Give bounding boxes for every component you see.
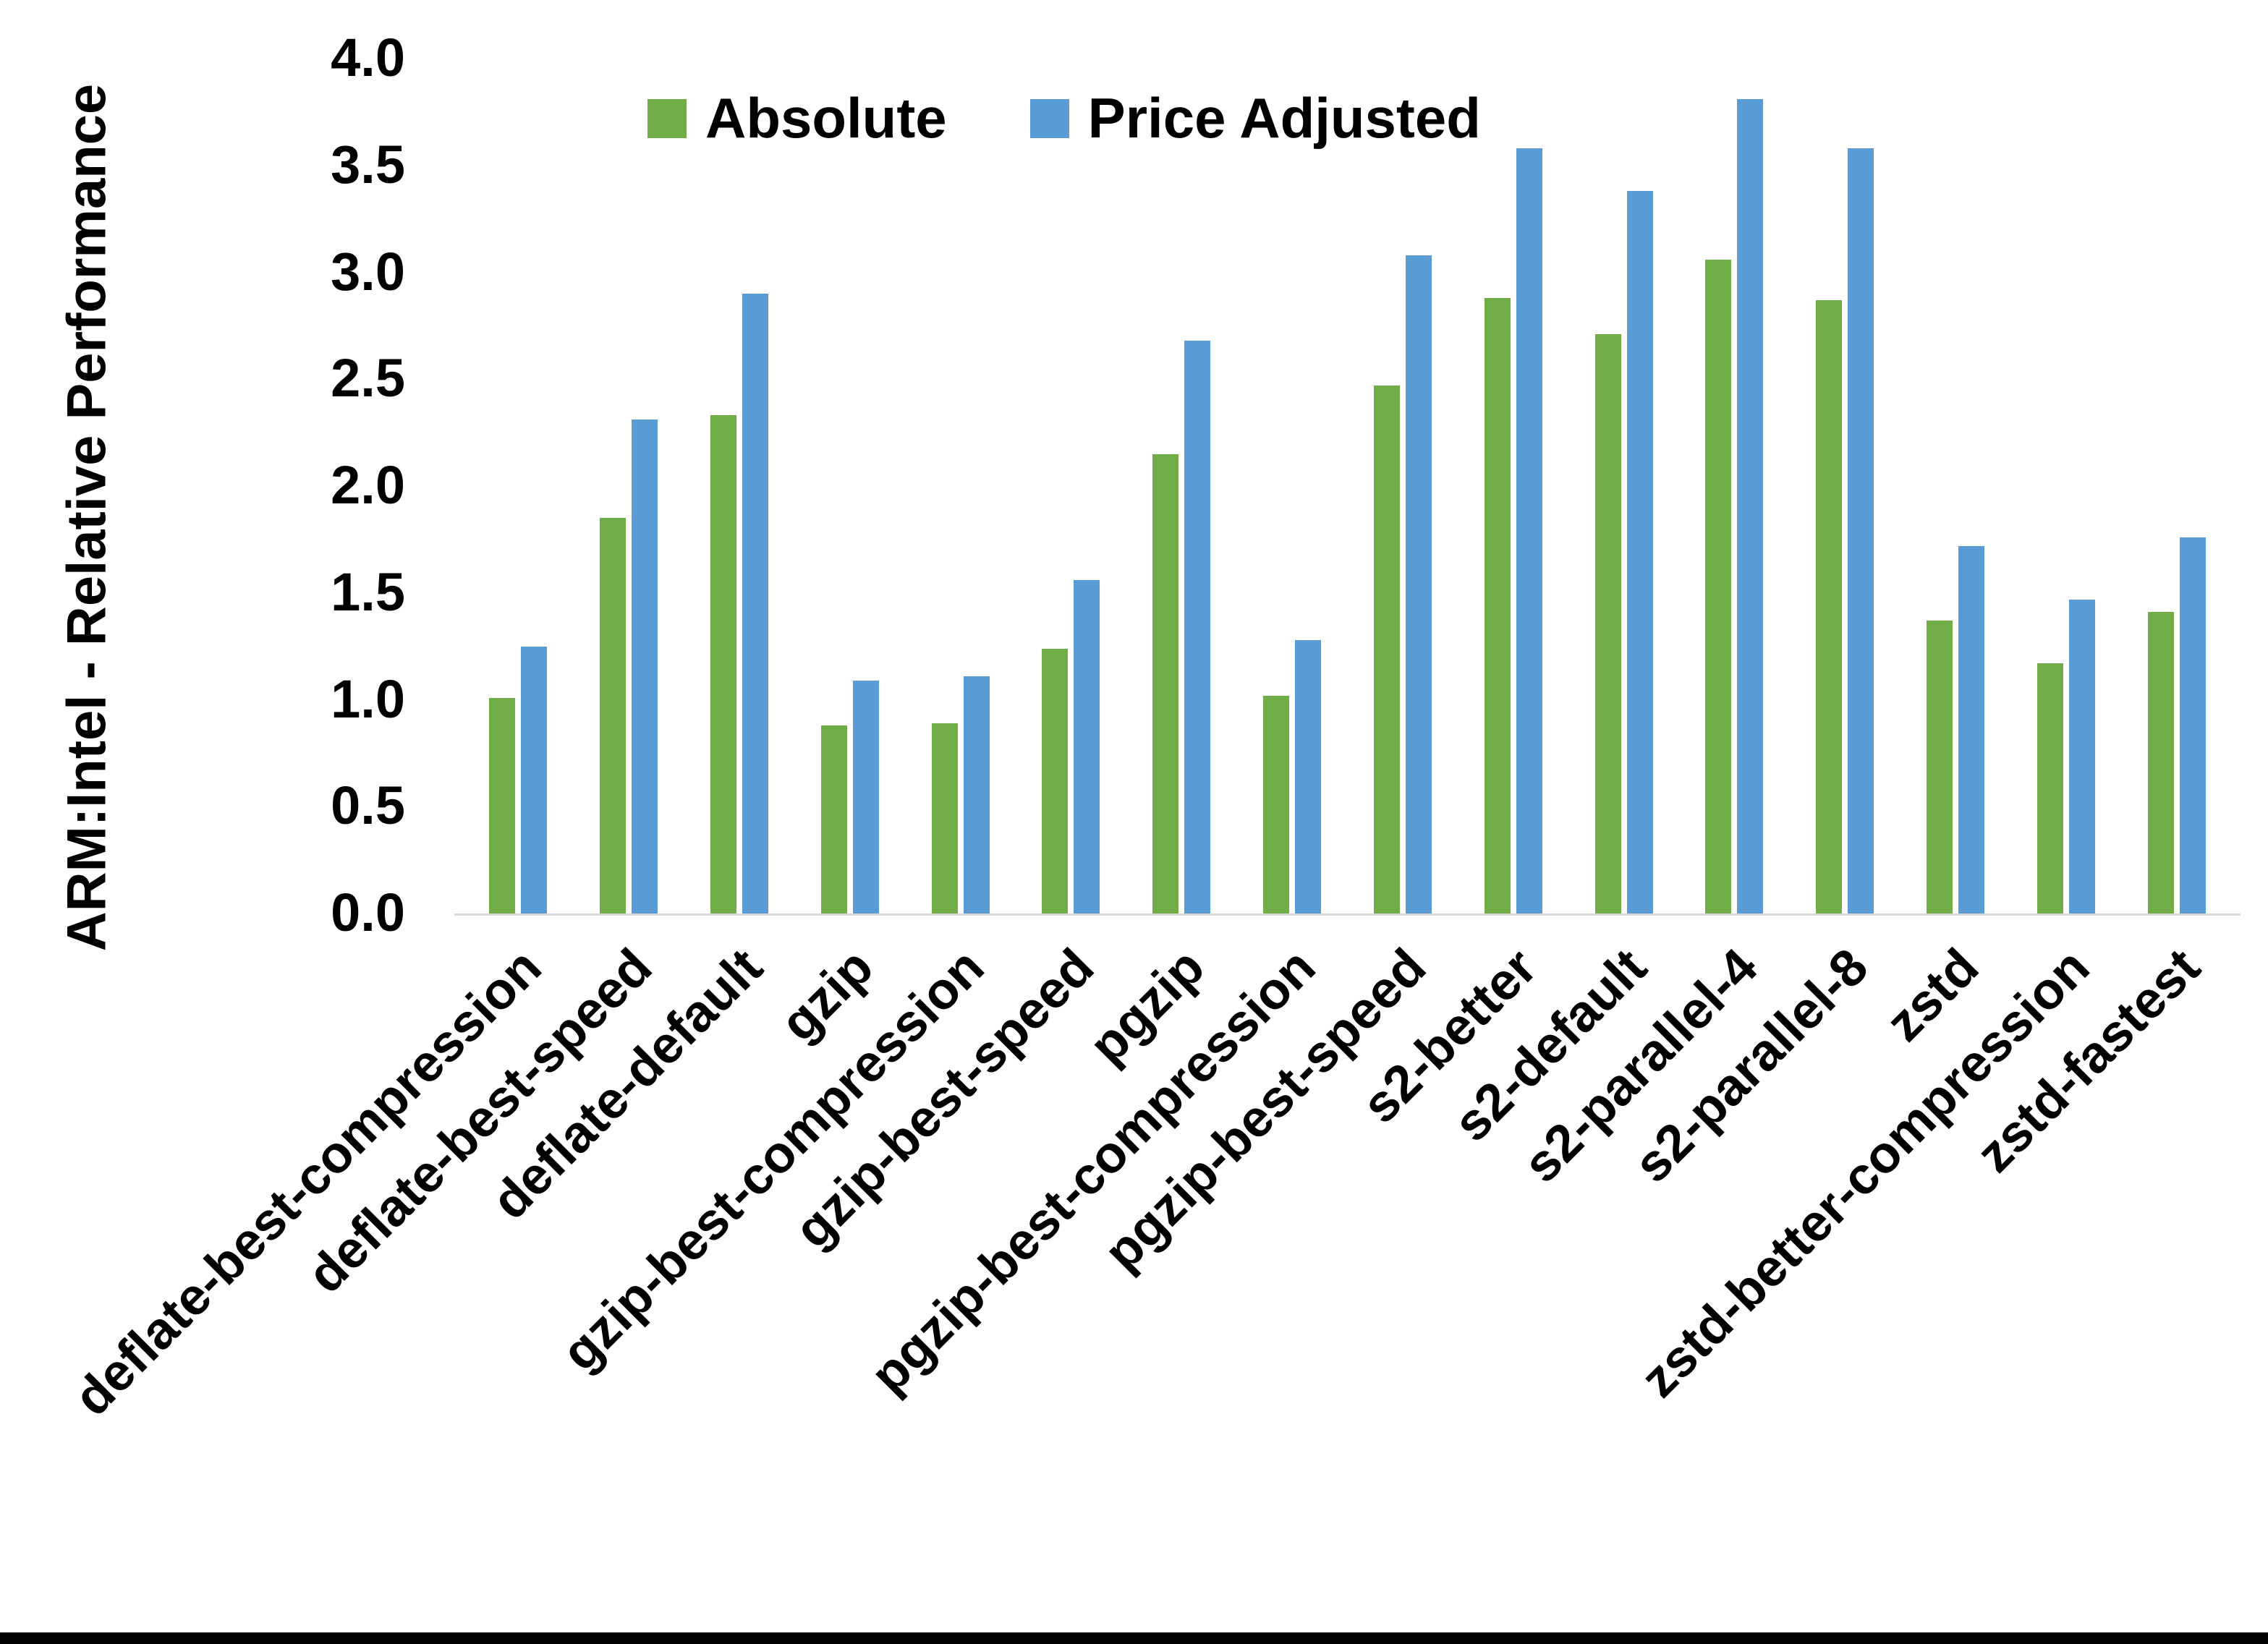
bar-absolute bbox=[1042, 648, 1069, 913]
bar-absolute bbox=[1152, 453, 1179, 913]
bar-absolute bbox=[710, 415, 737, 913]
legend-label-absolute: Absolute bbox=[705, 86, 947, 150]
bar-price-adjusted bbox=[963, 676, 990, 913]
bar-price-adjusted bbox=[1958, 545, 1984, 913]
y-tick-label: 1.0 bbox=[331, 668, 405, 729]
bar-absolute bbox=[1594, 334, 1621, 913]
bar-price-adjusted bbox=[2068, 599, 2095, 913]
bar-absolute bbox=[1373, 386, 1400, 913]
bar-price-adjusted bbox=[1626, 191, 1653, 913]
bar-price-adjusted bbox=[852, 680, 879, 913]
bar-absolute bbox=[1263, 695, 1290, 913]
bar-absolute bbox=[600, 518, 627, 913]
y-tick-label: 4.0 bbox=[331, 27, 405, 88]
x-axis-label: deflate-best-compression bbox=[63, 937, 553, 1427]
bar-absolute bbox=[820, 725, 847, 913]
bar-price-adjusted bbox=[742, 294, 769, 913]
legend: Absolute Price Adjusted bbox=[647, 85, 1481, 151]
y-tick-label: 2.5 bbox=[331, 348, 405, 409]
bar-absolute bbox=[2036, 663, 2063, 913]
bar-price-adjusted bbox=[1074, 580, 1100, 913]
bar-price-adjusted bbox=[632, 419, 658, 913]
bar-absolute bbox=[931, 723, 958, 913]
bar-absolute bbox=[489, 697, 516, 913]
legend-swatch-price-adjusted-icon bbox=[1029, 98, 1069, 138]
bar-price-adjusted bbox=[521, 646, 548, 913]
bottom-border-strip bbox=[0, 1632, 2268, 1644]
bar-price-adjusted bbox=[1848, 148, 1874, 913]
bar-absolute bbox=[1705, 259, 1732, 913]
y-tick-label: 2.0 bbox=[331, 454, 405, 515]
bar-price-adjusted bbox=[1405, 255, 1432, 913]
y-tick-label: 1.5 bbox=[331, 561, 405, 622]
y-axis-title: ARM:Intel - Relative Performance bbox=[56, 83, 118, 952]
legend-item-price-adjusted: Price Adjusted bbox=[1029, 85, 1481, 151]
bar-absolute bbox=[1816, 299, 1843, 913]
legend-label-price-adjusted: Price Adjusted bbox=[1087, 86, 1481, 150]
bar-price-adjusted bbox=[1516, 148, 1542, 913]
x-axis-line bbox=[454, 913, 2241, 916]
bar-absolute bbox=[1926, 621, 1953, 913]
bar-price-adjusted bbox=[1295, 639, 1322, 913]
y-tick-label: 0.5 bbox=[331, 775, 405, 836]
bar-absolute bbox=[1484, 297, 1511, 913]
bar-price-adjusted bbox=[1737, 99, 1764, 913]
legend-item-absolute: Absolute bbox=[647, 85, 947, 151]
legend-swatch-absolute-icon bbox=[647, 98, 687, 138]
y-tick-label: 3.5 bbox=[331, 134, 405, 195]
y-tick-label: 0.0 bbox=[331, 882, 405, 942]
y-tick-label: 3.0 bbox=[331, 241, 405, 302]
bar-price-adjusted bbox=[1184, 341, 1211, 913]
bar-absolute bbox=[2147, 612, 2174, 913]
bar-price-adjusted bbox=[2179, 537, 2206, 913]
